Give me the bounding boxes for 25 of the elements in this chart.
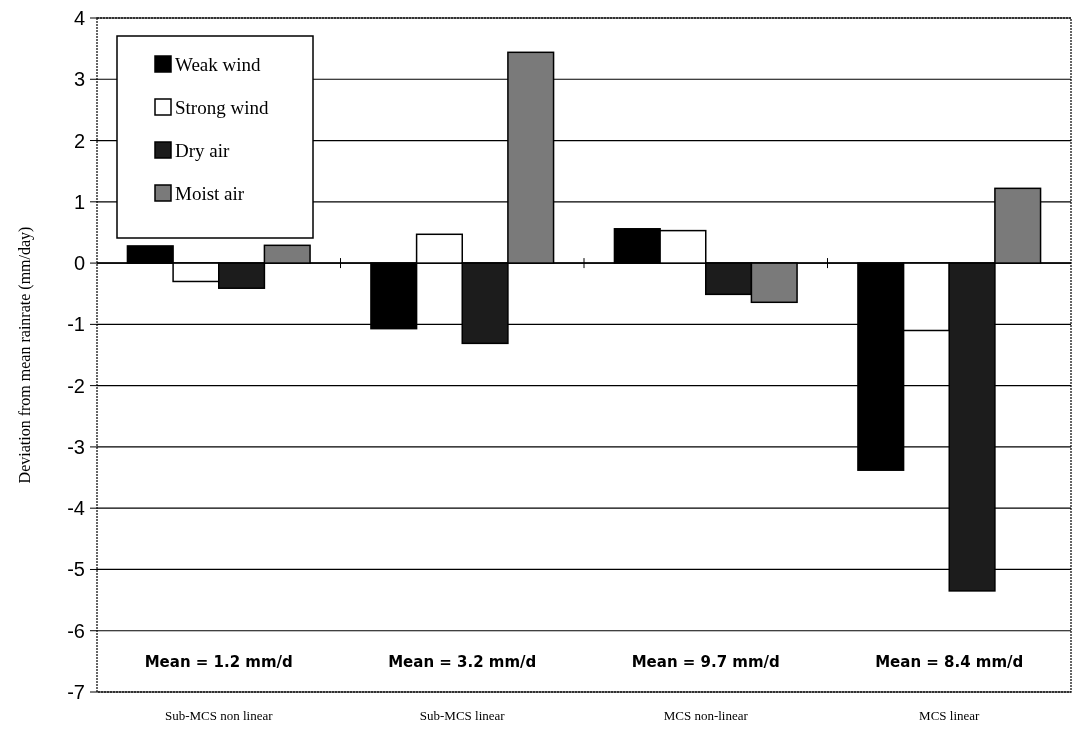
y-tick-label: -1 bbox=[67, 313, 85, 336]
y-tick-label: -6 bbox=[67, 619, 85, 642]
y-tick-label: 0 bbox=[73, 252, 85, 275]
y-tick-label: 1 bbox=[73, 190, 85, 213]
annotation: Mean = 3.2 mm/d bbox=[388, 653, 537, 672]
annotation: Mean = 9.7 mm/d bbox=[631, 653, 780, 672]
y-tick-label: -2 bbox=[67, 374, 85, 397]
annotation: Mean = 8.4 mm/d bbox=[875, 653, 1024, 672]
x-tick-label: MCS non-linear bbox=[663, 708, 749, 723]
y-tick-label: 3 bbox=[73, 68, 85, 91]
y-tick-label: -3 bbox=[67, 435, 85, 458]
y-tick-label: 4 bbox=[73, 7, 85, 29]
annotation: Mean = 1.2 mm/d bbox=[144, 653, 293, 672]
legend-label: Weak wind bbox=[175, 53, 262, 75]
legend-label: Moist air bbox=[175, 182, 245, 204]
x-tick-label: Sub-MCS non linear bbox=[164, 708, 274, 723]
y-tick-label: -7 bbox=[67, 681, 85, 703]
y-tick-label: -5 bbox=[67, 558, 85, 581]
legend-label: Dry air bbox=[175, 139, 231, 161]
y-tick-label: -4 bbox=[67, 497, 85, 520]
y-axis-title: Deviation from mean rainrate (mm/day) bbox=[16, 226, 34, 484]
y-tick-label: 2 bbox=[73, 129, 85, 152]
x-tick-label: Sub-MCS linear bbox=[419, 708, 506, 723]
x-tick-label: MCS linear bbox=[919, 708, 981, 723]
legend-label: Strong wind bbox=[175, 96, 269, 118]
